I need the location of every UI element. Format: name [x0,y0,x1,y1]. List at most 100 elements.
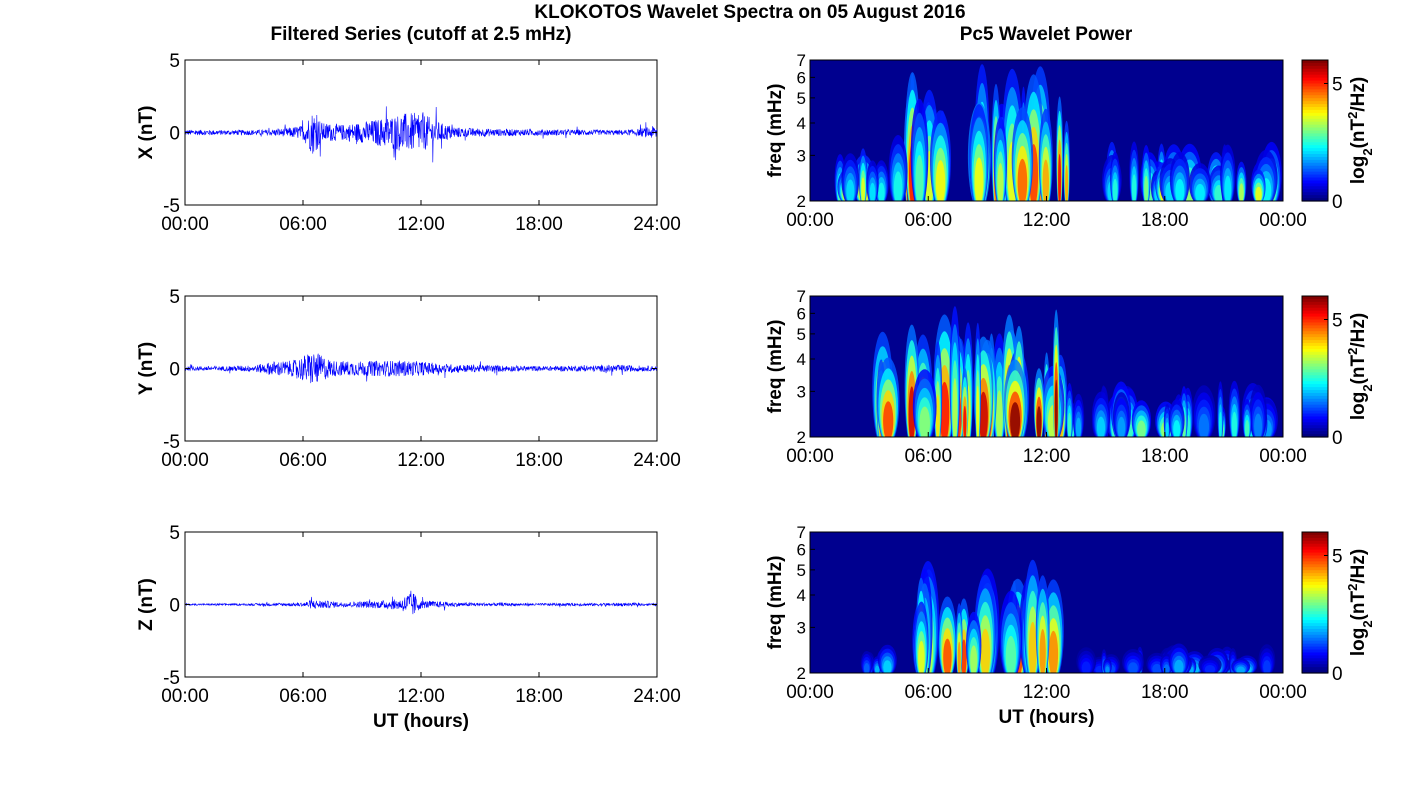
power-blob [1224,175,1232,204]
colorbar-step [1302,649,1328,654]
colorbar-step [1302,363,1328,368]
power-blob [1048,630,1059,678]
colorbar-step [1302,634,1328,639]
power-blob [1198,413,1210,440]
power-blob [1219,411,1222,440]
colorbar-step [1302,142,1328,146]
y-tick-label: 4 [797,586,806,605]
colorbar-frame [1301,59,1329,202]
y-tick-label: 6 [797,304,806,323]
power-blob [1131,174,1137,204]
wavelet-panel-X: 2 3 4 5 67 00:00 06:00 12:00 18:00 00:00 freq (mHz… [765,40,1375,231]
colorbar-step [1302,602,1328,607]
power-blob [1204,665,1216,674]
edge-mask [800,437,1293,457]
colorbar-step [1302,121,1328,126]
y-tick-label: 3 [797,146,806,165]
colorbar-step [1302,183,1328,187]
power-blob [1017,158,1028,206]
colorbar-step [1302,77,1328,82]
colorbar-step [1302,646,1328,651]
power-blob [976,385,980,443]
power-blob [974,157,984,206]
x-tick-label: 06:00 [279,450,327,471]
y-tick-label: 2 [797,192,806,211]
x-tick-label: 00:00 [161,214,209,235]
power-blob [1128,662,1138,674]
power-blob [1096,416,1106,439]
colorbar-step [1302,357,1328,362]
colorbar-step [1302,331,1328,335]
colorbar-label: log2(nT2/Hz) [1345,77,1375,184]
colorbar-step [1302,337,1328,341]
y-axis-label: freq (mHz) [765,556,786,650]
power-blob [1067,412,1072,440]
colorbar-step [1302,98,1328,102]
colorbar-tick-label: 5 [1332,547,1343,568]
colorbar-step [1302,95,1328,99]
colorbar-step [1302,156,1328,161]
colorbar-step [1302,304,1328,309]
x-tick-label: 06:00 [279,686,327,707]
colorbar-step [1302,340,1328,344]
colorbar-step [1302,378,1328,382]
colorbar-step [1302,534,1328,539]
y-tick-label: 4 [797,350,806,369]
colorbar-step [1302,369,1328,373]
colorbar-step [1302,360,1328,365]
y-tick-label: 4 [797,114,806,133]
power-blob [1137,420,1146,439]
power-blob [869,182,876,203]
colorbar-step [1302,599,1328,604]
colorbar-step [1302,579,1328,583]
colorbar-step [1302,101,1328,105]
colorbar-step [1302,593,1328,598]
colorbar-step [1302,381,1328,385]
colorbar-step [1302,375,1328,379]
colorbar-step [1302,596,1328,601]
power-blob [875,665,880,674]
y-tick-label: 0 [169,596,180,617]
y-tick-label: 7 [797,51,806,70]
power-blob [957,641,961,677]
colorbar-step [1302,567,1328,571]
colorbar-step [1302,555,1328,560]
x-tick-label: 00:00 [786,446,834,467]
colorbar-step [1302,410,1328,415]
colorbar-step [1302,413,1328,418]
edge-mask [780,40,810,221]
power-blob [1039,629,1046,678]
colorbar-tick-label: 5 [1332,311,1343,332]
colorbar-label: log2(nT2/Hz) [1345,313,1375,420]
x-tick-label: 12:00 [397,686,445,707]
power-blob [961,639,967,677]
y-axis-label: X (nT) [136,106,157,160]
x-tick-label: 00:00 [1259,210,1307,231]
colorbar-step [1302,133,1328,137]
power-blob [1081,661,1091,675]
x-axis-label: UT (hours) [998,707,1094,728]
colorbar-step [1302,543,1328,548]
colorbar-step [1302,398,1328,403]
colorbar-step [1302,296,1328,300]
x-tick-label: 24:00 [633,686,681,707]
x-tick-label: 18:00 [1141,446,1189,467]
power-blob [1042,159,1050,206]
colorbar-step [1302,118,1328,123]
colorbar-step [1302,617,1328,621]
y-axis-label: freq (mHz) [765,84,786,178]
colorbar-step [1302,643,1328,648]
x-tick-label: 12:00 [397,214,445,235]
power-blob [1254,413,1263,440]
colorbar-step [1302,316,1328,321]
figure-title: KLOKOTOS Wavelet Spectra on 05 August 20… [534,2,965,23]
power-blob [939,381,950,443]
x-tick-label: 18:00 [515,686,563,707]
x-tick-label: 00:00 [1259,446,1307,467]
colorbar-step [1302,65,1328,70]
y-axis-label: Z (nT) [136,578,157,631]
colorbar-step [1302,576,1328,580]
edge-mask [780,512,810,693]
colorbar-step [1302,313,1328,318]
line-panel-X: -5 0 5 00:00 06:00 12:00 18:00 24:00 X (nT) [136,51,681,235]
